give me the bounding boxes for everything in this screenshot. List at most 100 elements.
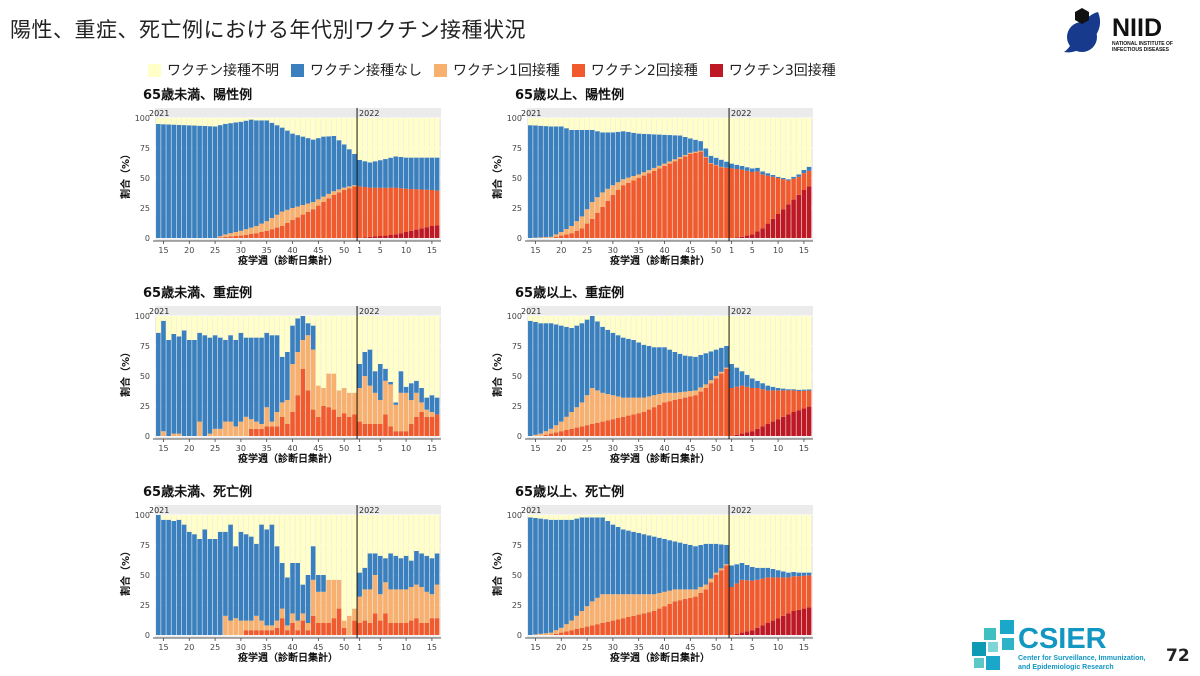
bar-segment: [223, 234, 228, 237]
bar-segment: [589, 515, 595, 518]
bar-segment: [176, 124, 182, 238]
x-tick-label: 45: [313, 246, 323, 255]
bar-segment: [569, 428, 574, 436]
bar-segment: [806, 316, 812, 390]
bar-segment: [187, 340, 192, 436]
x-tick-label: 15: [799, 444, 809, 453]
bar-segment: [559, 118, 564, 127]
bar-segment: [651, 594, 657, 611]
y-tick-label: 75: [512, 144, 522, 153]
bar-segment: [631, 414, 636, 436]
bar-segment: [419, 316, 424, 388]
bar-segment: [538, 433, 543, 436]
bar-segment: [548, 428, 554, 434]
bar-segment: [429, 226, 435, 238]
bar-segment: [156, 124, 161, 238]
bar-segment: [791, 178, 796, 200]
niid-circle-icon: [1067, 22, 1097, 52]
bar-segment: [703, 353, 709, 385]
bar-segment: [217, 236, 223, 238]
bar-segment: [388, 426, 393, 436]
bar-segment: [672, 541, 678, 590]
bar-segment: [248, 119, 254, 228]
y-tick-label: 25: [140, 402, 150, 411]
bar-segment: [388, 235, 393, 238]
bar-segment: [176, 515, 182, 520]
bar-segment: [248, 419, 254, 429]
bar-segment: [398, 623, 404, 635]
bar-segment: [672, 352, 678, 393]
bar-segment: [646, 612, 652, 635]
bar-segment: [719, 159, 724, 167]
bar-segment: [559, 421, 564, 432]
bar-segment: [279, 416, 285, 436]
x-tick-label: 40: [659, 643, 669, 652]
bar-segment: [543, 126, 549, 238]
bar-segment: [383, 380, 388, 415]
bar-segment: [357, 572, 362, 597]
bar-segment: [408, 620, 414, 635]
bar-segment: [248, 620, 254, 631]
bar-segment: [626, 182, 631, 238]
bar-segment: [393, 555, 399, 590]
x-tick-label: 40: [287, 643, 297, 652]
bar-segment: [212, 428, 218, 436]
bar-segment: [166, 340, 171, 436]
bar-segment: [775, 316, 781, 388]
bar-segment: [305, 138, 311, 204]
bar-segment: [734, 164, 740, 169]
bar-segment: [414, 229, 419, 238]
bar-segment: [734, 118, 740, 165]
x-tick-label: 5: [750, 444, 755, 453]
bar-segment: [672, 316, 678, 352]
bar-segment: [264, 515, 269, 530]
bar-segment: [414, 392, 419, 417]
x-tick-label: 20: [184, 246, 194, 255]
bar-segment: [786, 180, 791, 205]
bar-segment: [543, 316, 549, 324]
bar-segment: [796, 194, 802, 238]
bar-segment: [708, 543, 714, 579]
bar-segment: [279, 356, 285, 403]
bar-segment: [300, 118, 306, 137]
bar-segment: [233, 122, 239, 232]
bar-segment: [786, 414, 791, 436]
bar-segment: [352, 515, 357, 609]
bar-segment: [755, 428, 760, 436]
niid-wordmark: NIID: [1112, 14, 1162, 42]
bar-segment: [600, 326, 605, 393]
x-tick-label: 1: [729, 246, 734, 255]
bar-segment: [326, 515, 331, 580]
bar-segment: [538, 515, 543, 519]
x-tick-label: 20: [184, 643, 194, 652]
bar-segment: [533, 118, 538, 126]
x-tick-label: 20: [184, 444, 194, 453]
bar-segment: [171, 433, 177, 436]
y-tick-label: 50: [140, 372, 150, 381]
bar-segment: [434, 157, 440, 191]
bar-segment: [378, 187, 383, 236]
bar-segment: [574, 221, 580, 231]
bar-segment: [677, 157, 683, 159]
bar-segment: [584, 223, 590, 238]
bar-segment: [791, 576, 796, 611]
legend-item: ワクチン1回接種: [434, 60, 560, 80]
bar-segment: [796, 576, 802, 610]
bar-segment: [729, 168, 734, 238]
bar-segment: [254, 226, 259, 234]
bar-segment: [600, 515, 605, 518]
bar-segment: [316, 515, 321, 575]
bar-segment: [187, 316, 192, 340]
bar-segment: [698, 141, 703, 151]
bar-segment: [719, 371, 724, 374]
bar-segment: [305, 203, 311, 212]
x-tick-label: 30: [608, 444, 618, 453]
bar-segment: [192, 340, 197, 436]
bar-segment: [765, 173, 771, 176]
bar-segment: [651, 134, 657, 168]
bar-segment: [378, 236, 383, 238]
x-tick-label: 15: [427, 444, 437, 453]
x-axis-label: 疫学週（診断日集計）: [610, 254, 710, 267]
bar-segment: [372, 118, 378, 162]
bar-segment: [739, 632, 745, 635]
